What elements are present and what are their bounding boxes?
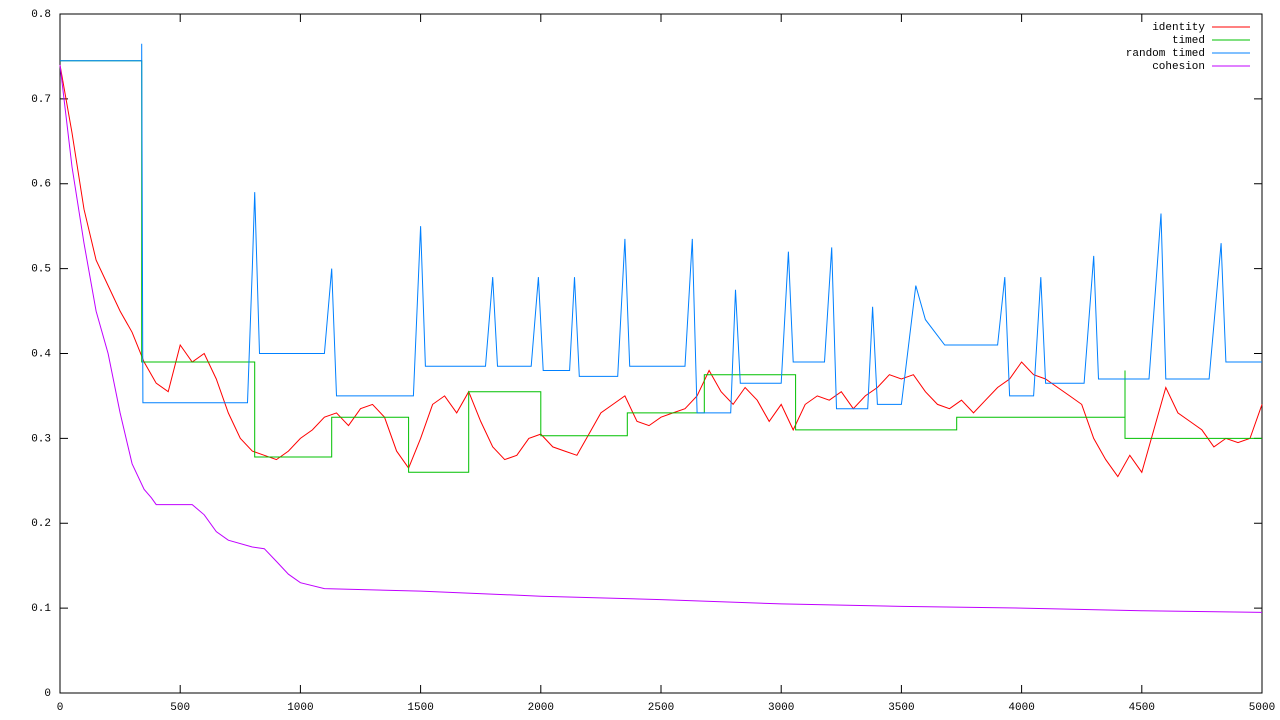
- x-tick-label: 2000: [528, 702, 554, 714]
- y-tick-label: 0.1: [31, 603, 51, 615]
- y-tick-label: 0.4: [31, 348, 51, 360]
- y-tick-label: 0.3: [31, 433, 51, 445]
- x-tick-label: 3500: [888, 702, 914, 714]
- series-line: [60, 43, 1262, 414]
- y-tick-label: 0.5: [31, 264, 51, 276]
- legend-label: cohesion: [1152, 61, 1205, 73]
- x-tick-label: 2500: [648, 702, 674, 714]
- y-tick-label: 0.8: [31, 9, 51, 21]
- legend-label: identity: [1152, 22, 1205, 34]
- x-tick-label: 500: [170, 702, 190, 714]
- x-tick-label: 5000: [1249, 702, 1275, 714]
- legend-label: random timed: [1126, 48, 1205, 60]
- x-tick-label: 1000: [287, 702, 313, 714]
- y-tick-label: 0: [44, 688, 51, 700]
- series-line: [60, 60, 1262, 473]
- series-line: [59, 64, 1263, 613]
- series-line: [59, 64, 1263, 478]
- x-tick-label: 3000: [768, 702, 794, 714]
- y-tick-label: 0.2: [31, 518, 51, 530]
- x-tick-label: 0: [57, 702, 64, 714]
- y-tick-label: 0.7: [31, 94, 51, 106]
- x-tick-label: 1500: [407, 702, 433, 714]
- x-tick-label: 4500: [1129, 702, 1155, 714]
- plot-frame: [59, 13, 1263, 694]
- x-tick-label: 4000: [1008, 702, 1034, 714]
- legend-label: timed: [1172, 35, 1205, 47]
- y-tick-label: 0.6: [31, 179, 51, 191]
